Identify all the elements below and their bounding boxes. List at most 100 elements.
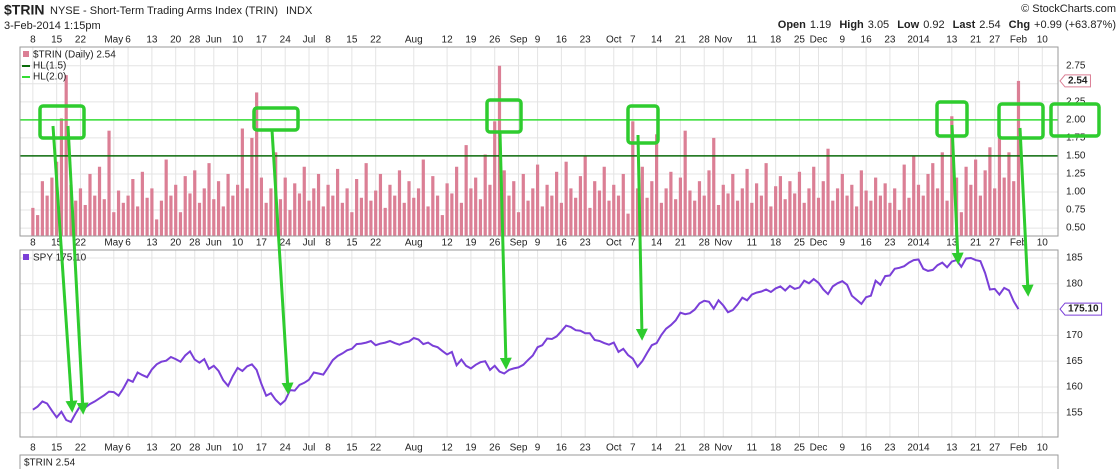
bar bbox=[578, 176, 583, 236]
x-tick-label: Aug bbox=[405, 35, 423, 46]
x-tick-label: 28 bbox=[699, 238, 711, 249]
x-tick-label: 13 bbox=[946, 35, 958, 46]
x-tick-label: 16 bbox=[861, 443, 873, 454]
bar bbox=[583, 155, 587, 236]
bar bbox=[259, 177, 264, 236]
bar bbox=[421, 159, 425, 236]
credit: © StockCharts.com bbox=[1021, 3, 1116, 15]
x-tick-label: 9 bbox=[535, 238, 541, 249]
annotations bbox=[38, 98, 1101, 415]
bar bbox=[983, 170, 987, 236]
bar bbox=[40, 181, 44, 236]
bar bbox=[640, 166, 644, 236]
bar bbox=[869, 200, 873, 236]
bar bbox=[974, 159, 978, 236]
x-tick-label: 21 bbox=[675, 443, 687, 454]
bar bbox=[450, 193, 454, 236]
x-tick-label: Oct bbox=[606, 238, 622, 249]
x-tick-label: 7 bbox=[630, 238, 636, 249]
bar bbox=[455, 166, 459, 236]
quote-label: Open bbox=[778, 19, 806, 31]
arrow bbox=[270, 129, 294, 395]
bar bbox=[802, 202, 806, 236]
footer-label: $TRIN 2.54 bbox=[24, 458, 76, 469]
bar bbox=[1002, 177, 1006, 236]
bar bbox=[36, 215, 40, 236]
bar bbox=[659, 202, 663, 236]
x-tick-label: 27 bbox=[989, 238, 1001, 249]
x-tick-label: 13 bbox=[146, 35, 158, 46]
bar bbox=[207, 163, 211, 236]
bar bbox=[512, 181, 516, 236]
bar bbox=[459, 202, 463, 236]
bar bbox=[907, 197, 911, 236]
bar bbox=[735, 200, 740, 236]
bar bbox=[993, 188, 997, 236]
bar bbox=[745, 168, 749, 236]
bar bbox=[340, 202, 344, 236]
bar bbox=[97, 166, 102, 236]
bar bbox=[607, 200, 611, 236]
x-tick-label: 14 bbox=[651, 35, 663, 46]
x-tick-label: 15 bbox=[346, 443, 358, 454]
x-tick-label: 8 bbox=[325, 443, 331, 454]
bar bbox=[545, 184, 549, 236]
bar bbox=[645, 197, 649, 236]
quote-value: 2.54 bbox=[979, 19, 1000, 31]
panel-frame bbox=[19, 249, 1059, 438]
quote-value: 3.05 bbox=[868, 19, 889, 31]
x-tick-label: Oct bbox=[606, 35, 622, 46]
bar bbox=[593, 181, 597, 236]
x-tick-label: 21 bbox=[675, 35, 687, 46]
x-tick-label: 27 bbox=[989, 35, 1001, 46]
x-tick-label: Feb bbox=[1010, 443, 1028, 454]
x-tick-label: 19 bbox=[465, 238, 477, 249]
x-tick-label: 6 bbox=[125, 443, 131, 454]
x-tick-label: 24 bbox=[280, 35, 292, 46]
x-tick-label: Dec bbox=[810, 443, 828, 454]
bar bbox=[226, 173, 230, 236]
bar bbox=[550, 195, 554, 236]
bar bbox=[331, 195, 335, 236]
bar bbox=[888, 202, 892, 236]
x-tick-label: Dec bbox=[810, 35, 828, 46]
bar bbox=[845, 195, 849, 236]
bar bbox=[45, 195, 49, 236]
bar bbox=[535, 164, 540, 236]
x-tick-label: 28 bbox=[189, 238, 201, 249]
x-tick-label: 14 bbox=[651, 443, 663, 454]
bar bbox=[493, 121, 497, 236]
highlight-box bbox=[485, 98, 523, 134]
bar bbox=[507, 195, 511, 236]
x-tick-label: 6 bbox=[125, 238, 131, 249]
x-tick-label: 10 bbox=[232, 238, 244, 249]
bar bbox=[754, 183, 759, 236]
bar bbox=[431, 176, 435, 236]
bar bbox=[769, 206, 773, 236]
bar bbox=[750, 202, 754, 236]
bar bbox=[483, 154, 487, 236]
x-tick-label: 22 bbox=[75, 35, 87, 46]
bar bbox=[235, 184, 240, 236]
x-tick-label: 22 bbox=[75, 238, 87, 249]
bar bbox=[650, 181, 654, 236]
x-tick-label: 16 bbox=[861, 238, 873, 249]
bar bbox=[464, 145, 468, 236]
legend-entry: HL(1.5) bbox=[33, 61, 66, 72]
x-tick-label: 24 bbox=[280, 443, 292, 454]
bar bbox=[635, 188, 640, 236]
x-tick-label: 8 bbox=[325, 35, 331, 46]
x-tick-label: May bbox=[104, 35, 123, 46]
bar bbox=[612, 184, 616, 236]
bar bbox=[935, 188, 940, 236]
panels: 8815152222MayMay66131320202828JunJun1010… bbox=[19, 35, 1103, 454]
bar bbox=[893, 188, 897, 236]
index-name: NYSE - Short-Term Trading Arms Index (TR… bbox=[50, 5, 278, 17]
bar bbox=[93, 195, 97, 236]
y-tick-label: 185 bbox=[1066, 253, 1083, 264]
bar bbox=[878, 195, 882, 236]
bar bbox=[574, 197, 578, 236]
bar bbox=[1012, 181, 1016, 236]
bar bbox=[940, 152, 944, 236]
